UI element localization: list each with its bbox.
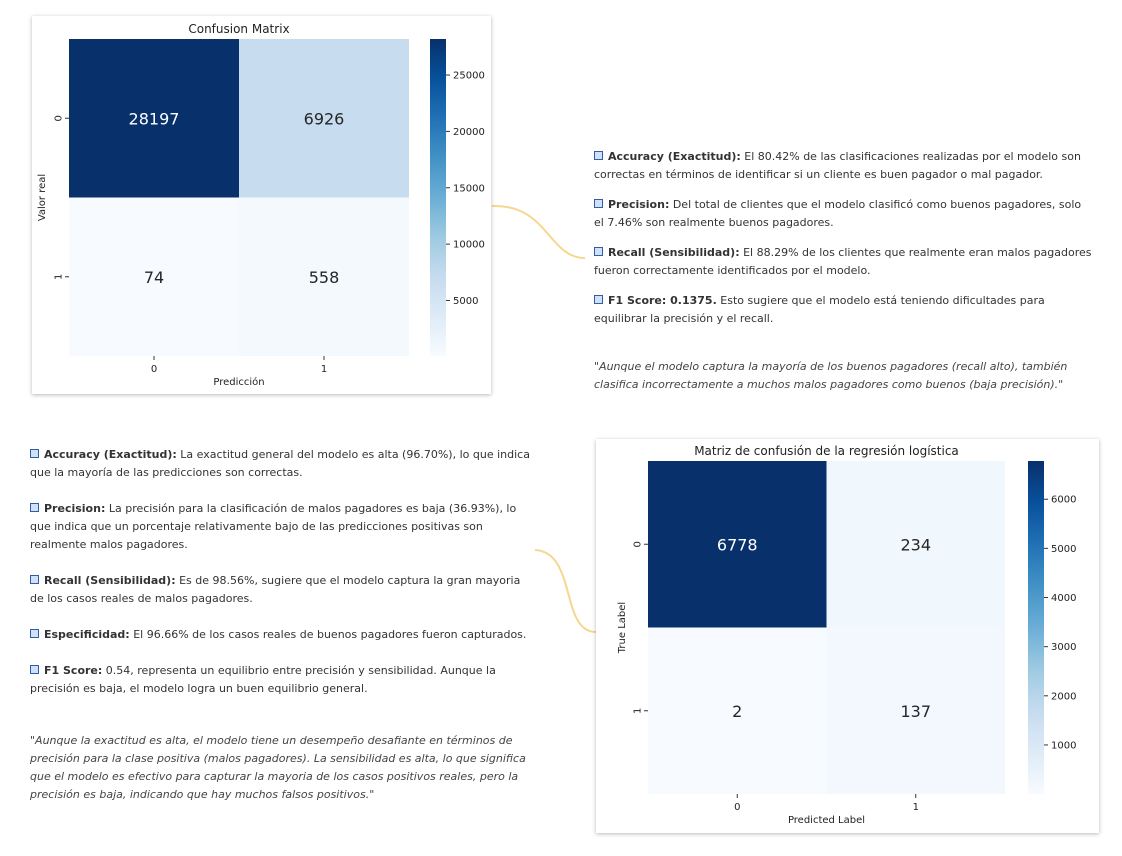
heatmap-cell	[239, 197, 409, 356]
metric-label: Recall (Sensibilidad):	[44, 574, 176, 587]
metric-label: F1 Score:	[44, 664, 103, 677]
cell-value-label: 558	[309, 268, 340, 287]
cell-value-label: 74	[144, 268, 164, 287]
chart-title: Matriz de confusión de la regresión logí…	[694, 444, 959, 458]
summary-quote: "Aunque la exactitud es alta, el modelo …	[30, 734, 526, 801]
colorbar-tick-label: 10000	[453, 240, 485, 251]
metric-label: F1 Score:	[608, 294, 667, 307]
checkbox-bullet-icon	[594, 199, 603, 208]
connector-curve-2	[534, 549, 597, 633]
metrics-summary-2: Accuracy (Exactitud): La exactitud gener…	[30, 446, 530, 804]
x-tick-label: 1	[321, 364, 327, 375]
checkbox-bullet-icon	[594, 247, 603, 256]
x-tick-label: 1	[913, 802, 919, 813]
checkbox-bullet-icon	[594, 151, 603, 160]
checkbox-bullet-icon	[594, 295, 603, 304]
metric-value: 0.1375.	[666, 294, 717, 307]
metrics-summary-1: Accuracy (Exactitud): El 80.42% de las c…	[594, 148, 1094, 394]
x-axis-label: Predicción	[213, 376, 264, 388]
colorbar-tick-label: 2000	[1051, 691, 1076, 702]
metric-label: Recall (Sensibilidad):	[608, 246, 740, 259]
heatmap-cell	[826, 627, 1005, 794]
cell-value-label: 6926	[304, 109, 345, 128]
colorbar-tick-label: 1000	[1051, 740, 1076, 751]
cell-value-label: 2	[732, 702, 742, 721]
cell-value-label: 137	[900, 702, 931, 721]
metric-text: El 96.66% de los casos reales de buenos …	[129, 628, 527, 641]
colorbar-tick-label: 25000	[453, 71, 485, 82]
heatmap-cell	[239, 39, 409, 198]
metric-text: Del total de clientes que el modelo clas…	[594, 198, 1082, 229]
colorbar-tick-label: 15000	[453, 183, 485, 194]
x-tick-label: 0	[734, 802, 740, 813]
metric-text: La exactitud general del modelo es alta …	[30, 448, 530, 479]
metric-label: Accuracy (Exactitud):	[608, 150, 741, 163]
checkbox-bullet-icon	[30, 665, 39, 674]
metric-accuracy: Accuracy (Exactitud): El 80.42% de las c…	[594, 148, 1094, 184]
metric-text: Es de 98.56%, sugiere que el modelo capt…	[30, 574, 521, 605]
y-axis-label: Valor real	[37, 174, 48, 221]
metric-recall: Recall (Sensibilidad): El 88.29% de los …	[594, 244, 1094, 280]
x-axis-label: Predicted Label	[788, 815, 865, 826]
metric-text: El 80.42% de las clasificaciones realiza…	[594, 150, 1081, 181]
connector-curve-1	[491, 204, 586, 259]
y-tick-label: 1	[633, 708, 644, 714]
cell-value-label: 28197	[129, 109, 180, 128]
heatmap-cell	[826, 461, 1005, 628]
metric-f1: F1 Score: 0.54, representa un equilibrio…	[30, 662, 530, 698]
metric-text: 0.54, representa un equilibrio entre pre…	[30, 664, 496, 695]
y-tick-label: 0	[633, 541, 644, 547]
metric-text: Esto sugiere que el modelo está teniendo…	[594, 294, 1045, 325]
chart-title: Confusion Matrix	[188, 22, 289, 36]
y-axis-label: True Label	[617, 602, 628, 654]
colorbar	[430, 39, 446, 356]
heatmap-cell	[69, 197, 239, 356]
colorbar-tick-label: 5000	[1051, 544, 1076, 555]
metric-f1: F1 Score: 0.1375. Esto sugiere que el mo…	[594, 292, 1094, 328]
metric-precision: Precision: Del total de clientes que el …	[594, 196, 1094, 232]
metric-recall: Recall (Sensibilidad): Es de 98.56%, sug…	[30, 572, 530, 608]
colorbar-tick-label: 3000	[1051, 642, 1076, 653]
colorbar-tick-label: 20000	[453, 127, 485, 138]
cell-value-label: 6778	[717, 535, 758, 554]
metric-label: Especificidad:	[44, 628, 130, 641]
checkbox-bullet-icon	[30, 503, 39, 512]
metric-specificity: Especificidad: El 96.66% de los casos re…	[30, 626, 530, 644]
colorbar-tick-label: 6000	[1051, 495, 1076, 506]
summary-quote: "Aunque el modelo captura la mayoría de …	[594, 360, 1068, 391]
heatmap-cell	[69, 39, 239, 198]
colorbar	[1028, 461, 1044, 794]
colorbar-tick-label: 4000	[1051, 593, 1076, 604]
metric-text: La precisión para la clasificación de ma…	[30, 502, 517, 551]
logistic-confusion-matrix-chart: Matriz de confusión de la regresión logí…	[617, 444, 1076, 826]
logistic-confusion-matrix-card: Matriz de confusión de la regresión logí…	[596, 439, 1099, 833]
heatmap-cell	[648, 627, 827, 794]
metric-label: Precision:	[608, 198, 670, 211]
metric-accuracy: Accuracy (Exactitud): La exactitud gener…	[30, 446, 530, 482]
x-tick-label: 0	[151, 364, 157, 375]
colorbar-tick-label: 5000	[453, 296, 478, 307]
confusion-matrix-chart: Confusion Matrix 28197 6926 74 558 0 1 0 1 Predic…	[37, 22, 485, 388]
metric-precision: Precision: La precisión para la clasific…	[30, 500, 530, 554]
checkbox-bullet-icon	[30, 575, 39, 584]
heatmap-cell	[648, 461, 827, 628]
confusion-matrix-card: Confusion Matrix 28197 6926 74 558 0 1 0 1 Predic…	[32, 16, 491, 394]
checkbox-bullet-icon	[30, 449, 39, 458]
y-tick-label: 1	[54, 274, 65, 280]
metric-text: El 88.29% de los clientes que realmente …	[594, 246, 1092, 277]
metric-label: Accuracy (Exactitud):	[44, 448, 177, 461]
cell-value-label: 234	[900, 535, 931, 554]
y-tick-label: 0	[54, 115, 65, 121]
metric-label: Precision:	[44, 502, 106, 515]
checkbox-bullet-icon	[30, 629, 39, 638]
